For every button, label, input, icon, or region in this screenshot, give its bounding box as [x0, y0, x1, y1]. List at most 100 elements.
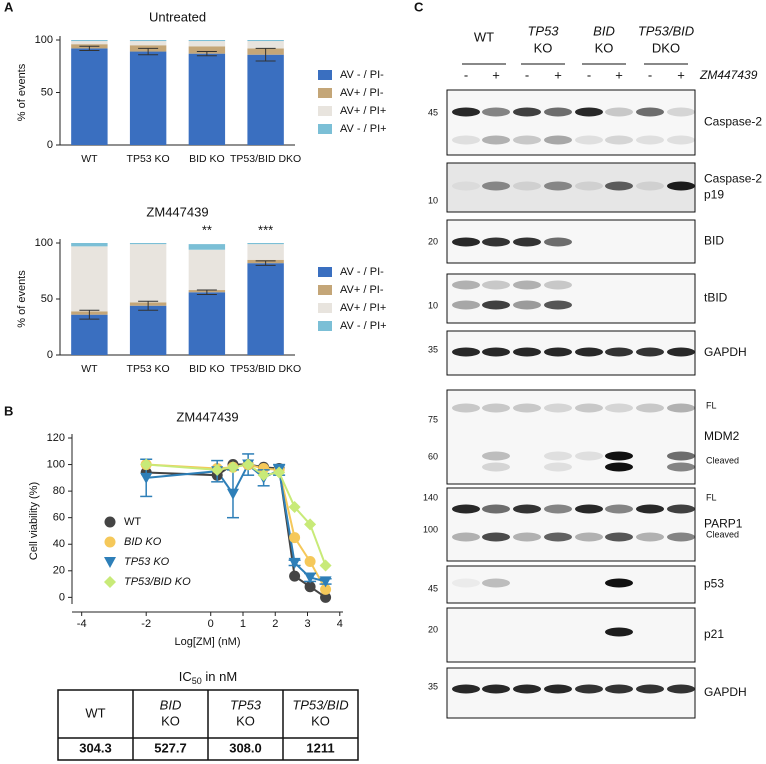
- marker: [320, 591, 332, 603]
- marker: [242, 458, 255, 471]
- table-cell: 1211: [306, 740, 334, 755]
- size-marker: 35: [428, 681, 438, 691]
- blot-band: [636, 532, 664, 542]
- blot-band: [513, 107, 541, 117]
- error-bar: [138, 47, 159, 56]
- blot-band: [605, 578, 633, 588]
- legend-label: AV - / PI-: [340, 266, 384, 278]
- blot-band: [482, 462, 510, 472]
- x-tick-label: -2: [141, 618, 151, 630]
- blot-band: [636, 504, 664, 514]
- size-marker: 45: [428, 107, 438, 117]
- legend-swatch: [318, 303, 332, 313]
- bar-segment: [71, 41, 108, 45]
- table-header: WT: [85, 705, 105, 720]
- bar-segment: [71, 48, 108, 145]
- marker: [257, 469, 270, 482]
- bar-segment: [129, 244, 167, 303]
- error-bar: [196, 289, 217, 296]
- blot-band: [452, 578, 480, 588]
- blot-band: [452, 532, 480, 542]
- y-axis-title: % of events: [16, 270, 28, 328]
- x-axis-title: Log[ZM] (nM): [174, 636, 240, 648]
- legend-label: AV+ / PI+: [340, 302, 386, 314]
- blot-band: [636, 135, 664, 145]
- blot-band: [605, 627, 633, 637]
- group-label: TP53/BID: [638, 23, 694, 38]
- legend-swatch: [318, 106, 332, 116]
- lane-sign: +: [615, 67, 623, 82]
- panel-label: C: [414, 0, 424, 14]
- blot-band: [452, 181, 480, 191]
- x-tick-label: 1: [240, 618, 246, 630]
- bar-segment: [129, 243, 167, 245]
- panel-label: A: [4, 0, 14, 14]
- legend-swatch: [318, 285, 332, 295]
- marker: [289, 570, 301, 582]
- blot-band: [482, 451, 510, 461]
- series-line: [146, 463, 327, 590]
- blot-band: [452, 403, 480, 413]
- x-tick-label: BID KO: [189, 153, 225, 165]
- legend-swatch: [318, 321, 332, 331]
- blot-band: [605, 451, 633, 461]
- marker: [226, 488, 239, 500]
- bar-segment: [247, 40, 284, 42]
- x-tick-label: WT: [81, 363, 98, 375]
- bar-segment: [71, 246, 108, 312]
- group-label: BID: [593, 23, 615, 38]
- size-marker: 20: [428, 624, 438, 634]
- blot-band: [605, 107, 633, 117]
- marker: [289, 532, 301, 544]
- blot-frame: [446, 273, 696, 324]
- blot-band: [636, 181, 664, 191]
- size-marker: 60: [428, 451, 438, 461]
- blot-band: [482, 181, 510, 191]
- blot-band: [452, 237, 480, 247]
- error-bar: [196, 51, 217, 57]
- legend-label: TP53 KO: [124, 556, 170, 568]
- blot-band: [452, 504, 480, 514]
- lane-sign: -: [464, 67, 468, 82]
- blot-frame: [446, 667, 696, 719]
- blot-band: [482, 347, 510, 357]
- chart-title: Untreated: [149, 9, 206, 24]
- blot-band: [482, 280, 510, 290]
- marker: [319, 559, 332, 572]
- marker: [288, 501, 301, 514]
- blot-band: [513, 237, 541, 247]
- table-header: KO: [161, 713, 180, 728]
- band-annotation: Cleaved: [706, 529, 739, 539]
- blot-band: [667, 107, 695, 117]
- band-annotation: FL: [706, 400, 717, 410]
- marker: [288, 557, 301, 569]
- blot-band: [667, 684, 695, 694]
- x-tick-label: 0: [208, 618, 214, 630]
- legend-label: WT: [124, 516, 141, 528]
- title-part: in nM: [202, 669, 237, 684]
- protein-label: GAPDH: [704, 345, 747, 359]
- blot-band: [544, 181, 572, 191]
- blot-band: [667, 462, 695, 472]
- size-marker: 100: [423, 524, 438, 534]
- blot-band: [636, 684, 664, 694]
- chart-title: ZM447439: [176, 409, 238, 424]
- group-label: KO: [595, 40, 614, 55]
- y-tick-label: 50: [41, 293, 53, 305]
- table-header: KO: [311, 713, 330, 728]
- blot-band: [513, 181, 541, 191]
- legend-label: AV+ / PI-: [340, 87, 384, 99]
- legend-label: AV+ / PI+: [340, 105, 386, 117]
- x-tick-label: WT: [81, 153, 98, 165]
- protein-label: p19: [704, 188, 724, 202]
- blot-band: [482, 684, 510, 694]
- blot-band: [482, 403, 510, 413]
- y-tick-label: 100: [35, 237, 53, 249]
- bar-segment: [247, 41, 284, 49]
- lane-sign: -: [648, 67, 652, 82]
- blot-band: [667, 181, 695, 191]
- protein-label: p53: [704, 577, 724, 591]
- blot-band: [452, 107, 480, 117]
- bar-segment: [247, 54, 284, 146]
